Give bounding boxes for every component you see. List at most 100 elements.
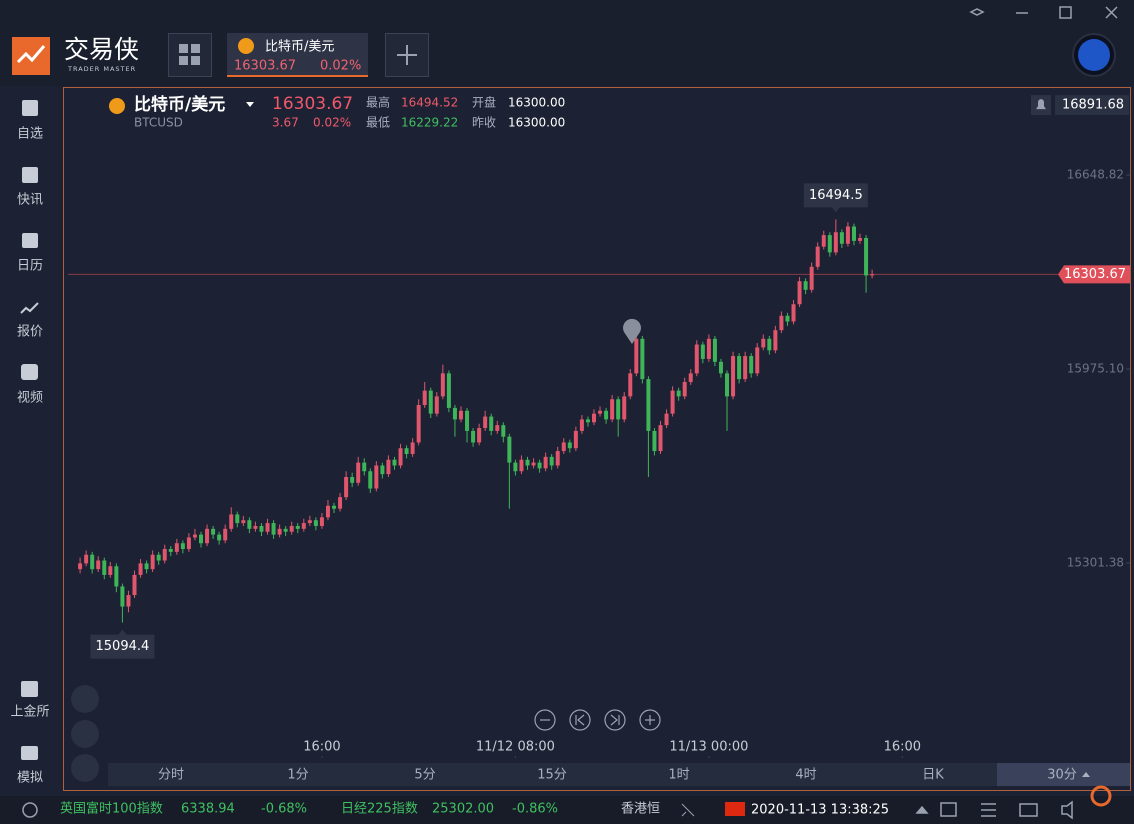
sidebar-label[interactable]: 快讯 bbox=[17, 193, 43, 208]
candle-body bbox=[319, 517, 324, 526]
candle-body bbox=[864, 238, 869, 276]
support-icon[interactable] bbox=[22, 802, 38, 818]
candle-body bbox=[180, 543, 185, 549]
maximize-button[interactable] bbox=[1059, 6, 1072, 19]
clock: 2020-11-13 13:38:25 bbox=[751, 803, 889, 818]
candle-body bbox=[561, 442, 566, 452]
candle-body bbox=[743, 356, 748, 380]
candle-body bbox=[138, 563, 143, 575]
candle-body bbox=[295, 525, 300, 529]
tool-button[interactable] bbox=[71, 685, 99, 713]
header-change: 3.67 bbox=[272, 116, 299, 130]
candle-body bbox=[845, 226, 850, 244]
candle-body bbox=[350, 477, 355, 483]
timeframe-bar bbox=[108, 763, 1130, 786]
candle-body bbox=[404, 448, 409, 454]
sidebar-label[interactable]: 报价 bbox=[17, 325, 43, 340]
x-tick-label: 11/12 08:00 bbox=[476, 740, 555, 755]
candle-body bbox=[731, 356, 736, 397]
sidebar-label[interactable]: 模拟 bbox=[17, 771, 43, 786]
x-tick-label: 16:00 bbox=[884, 740, 921, 755]
zoom-out[interactable] bbox=[534, 709, 556, 731]
candle-body bbox=[809, 266, 814, 290]
candle-body bbox=[483, 416, 488, 429]
candle-body bbox=[313, 520, 318, 526]
candle-body bbox=[682, 381, 687, 397]
skin-button[interactable] bbox=[969, 8, 985, 16]
link-icon[interactable] bbox=[681, 803, 695, 817]
status-icons bbox=[915, 785, 1112, 820]
scroll-end[interactable] bbox=[604, 709, 626, 731]
last-price-label: 16303.67 bbox=[1064, 267, 1126, 282]
stat-label: 开盘 bbox=[472, 95, 496, 110]
scroll-start[interactable] bbox=[569, 709, 591, 731]
zoom-in[interactable] bbox=[639, 709, 661, 731]
candle-body bbox=[851, 226, 856, 241]
candle-body bbox=[858, 238, 863, 241]
candle-body bbox=[410, 442, 415, 454]
candle-body bbox=[652, 430, 657, 452]
sidebar-label[interactable]: 自选 bbox=[17, 127, 43, 142]
x-tick-label: 11/13 00:00 bbox=[669, 740, 748, 755]
candle-body bbox=[235, 514, 240, 524]
candle-body bbox=[289, 525, 294, 532]
candle-body bbox=[422, 390, 427, 406]
timeframe-tab[interactable]: 1分 bbox=[287, 768, 308, 783]
btc-icon bbox=[109, 98, 125, 114]
candle-body bbox=[162, 548, 167, 561]
stat-label: 昨收 bbox=[472, 116, 496, 130]
candle-body bbox=[434, 396, 439, 414]
timeframe-tab[interactable]: 4时 bbox=[795, 768, 816, 783]
ticker-name[interactable]: 香港恒 bbox=[621, 802, 660, 817]
candle-body bbox=[616, 399, 621, 420]
candle-body bbox=[307, 520, 312, 524]
candle-body bbox=[446, 373, 451, 408]
candle-body bbox=[428, 390, 433, 414]
candle-body bbox=[761, 338, 766, 348]
timeframe-tab[interactable]: 1时 bbox=[668, 768, 689, 783]
tool-button[interactable] bbox=[71, 720, 99, 748]
candle-body bbox=[870, 274, 875, 276]
tab-underline bbox=[227, 75, 368, 77]
last-price-tag bbox=[1058, 265, 1130, 284]
close-button[interactable] bbox=[1105, 6, 1118, 19]
candle-body bbox=[156, 554, 161, 561]
candle-body bbox=[223, 528, 228, 541]
candle-body bbox=[477, 428, 482, 443]
low-marker bbox=[90, 629, 155, 659]
high-label: 16494.5 bbox=[809, 188, 863, 203]
candle-body bbox=[507, 436, 512, 463]
candle-body bbox=[579, 419, 584, 431]
sidebar-label[interactable]: 视频 bbox=[17, 391, 43, 406]
candle-body bbox=[839, 232, 844, 244]
candle-body bbox=[755, 347, 760, 374]
candle-body bbox=[374, 465, 379, 489]
candle-body bbox=[495, 425, 500, 431]
y-tick-label: 15301.38 bbox=[1067, 555, 1124, 569]
flag-icon bbox=[725, 802, 745, 816]
candle-body bbox=[452, 407, 457, 420]
candle-body bbox=[815, 246, 820, 267]
ticker-name[interactable]: 英国富时100指数 bbox=[60, 801, 163, 817]
tool-button[interactable] bbox=[71, 754, 99, 782]
candle-body bbox=[168, 548, 173, 552]
layout-button[interactable] bbox=[168, 33, 212, 77]
candle-body bbox=[398, 448, 403, 466]
sidebar-label[interactable]: 上金所 bbox=[10, 704, 49, 720]
timeframe-tab[interactable]: 日K bbox=[922, 768, 944, 783]
ticker-name[interactable]: 日经225指数 bbox=[341, 802, 418, 817]
stat-label: 最高 bbox=[366, 95, 390, 110]
sidebar-label[interactable]: 日历 bbox=[17, 259, 43, 274]
symbol-name[interactable]: 比特币/美元 bbox=[134, 94, 225, 115]
timeframe-tab[interactable]: 30分 bbox=[1047, 768, 1077, 783]
candle-body bbox=[301, 523, 306, 529]
dropdown-arrow[interactable] bbox=[246, 102, 254, 107]
header-price: 16303.67 bbox=[272, 94, 353, 114]
candle-body bbox=[253, 525, 258, 529]
candle-body bbox=[392, 459, 397, 466]
timeframe-tab[interactable]: 分时 bbox=[158, 768, 184, 783]
timeframe-tab[interactable]: 5分 bbox=[414, 768, 435, 783]
candle-body bbox=[658, 425, 663, 452]
timeframe-tab[interactable]: 15分 bbox=[537, 768, 567, 783]
